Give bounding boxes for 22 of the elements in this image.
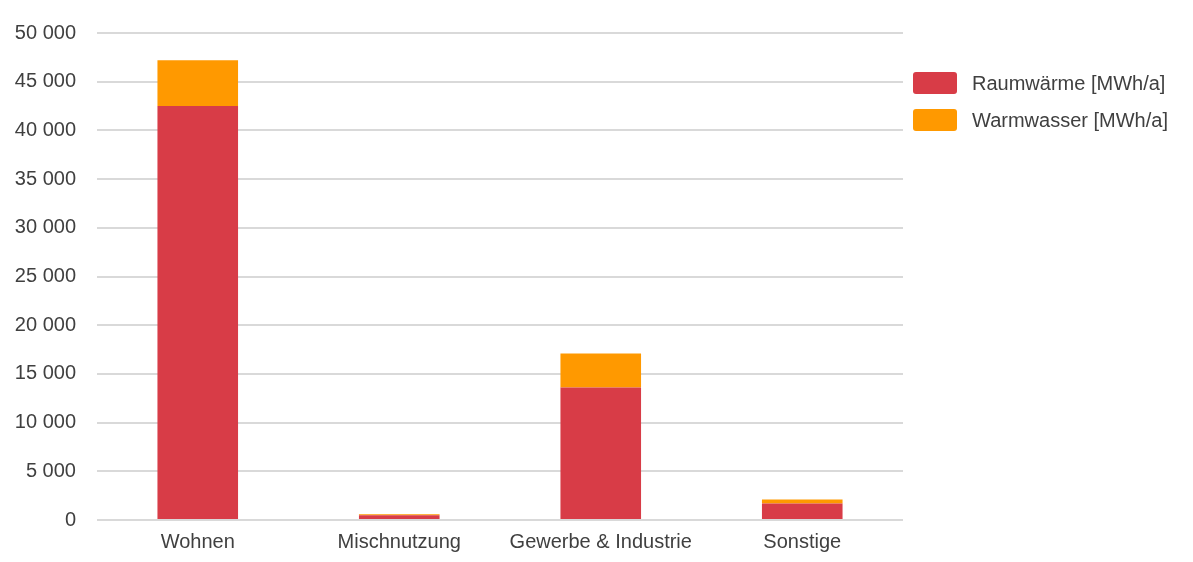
bar	[560, 353, 642, 388]
y-tick-label: 45 000	[14, 69, 76, 92]
x-tick-label: Mischnutzung	[337, 529, 461, 552]
x-tick-label: Sonstige	[763, 529, 842, 552]
y-tick-label: 25 000	[14, 264, 76, 287]
x-tick-label: Wohnen	[160, 529, 235, 552]
y-tick-label: 15 000	[14, 361, 76, 384]
y-tick-label: 40 000	[14, 117, 76, 140]
y-tick-label: 30 000	[14, 215, 76, 238]
y-tick-label: 35 000	[14, 166, 76, 189]
bar	[157, 60, 239, 107]
y-tick-label: 50 000	[14, 20, 76, 43]
bar	[761, 503, 843, 519]
x-tick-label: Gewerbe & Industrie	[509, 529, 692, 552]
y-tick-label: 0	[64, 507, 76, 530]
legend-label: Raumwärme [MWh/a]	[972, 71, 1166, 95]
y-tick-label: 20 000	[14, 312, 76, 335]
bar	[560, 387, 642, 519]
y-tick-label: 10 000	[14, 410, 76, 433]
bar	[157, 106, 239, 519]
legend-label: Warmwasser [MWh/a]	[972, 108, 1168, 132]
y-tick-label: 5 000	[25, 458, 76, 481]
